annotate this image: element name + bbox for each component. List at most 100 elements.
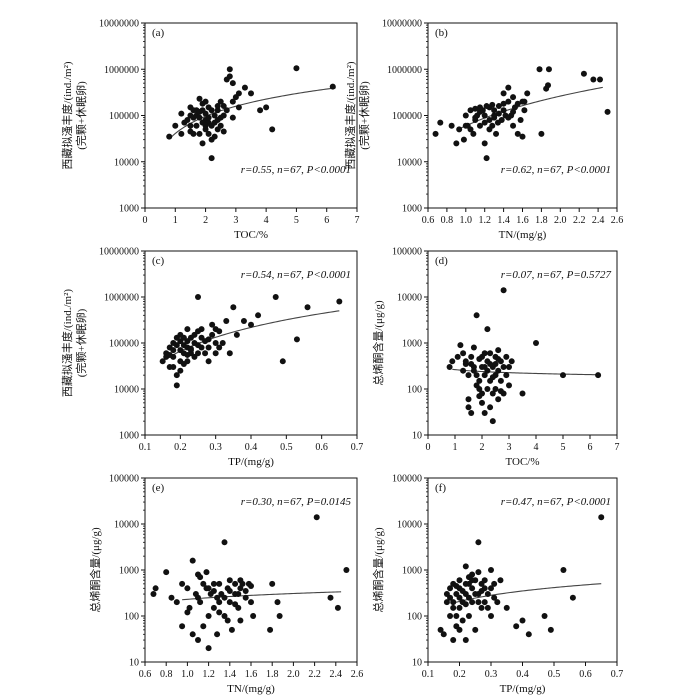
y-tick-label: 10 [129, 658, 139, 669]
stats-n: n=67 [277, 164, 301, 176]
data-point [235, 591, 242, 598]
data-point [476, 393, 483, 400]
data-point [190, 107, 197, 114]
data-point [475, 539, 482, 546]
stats-p: P<0.0001 [306, 269, 351, 281]
data-point [495, 396, 502, 403]
chart-panel-6: 0.1 0.2 0.3 0.4 0.5 0.6 0.7 10 100 1000 10000 10000… [371, 474, 623, 696]
data-point [447, 585, 454, 592]
data-point [221, 539, 228, 546]
data-point [456, 594, 463, 601]
data-point [484, 367, 491, 374]
data-point [469, 571, 476, 578]
data-point [545, 66, 552, 73]
data-point [470, 130, 477, 137]
data-point [242, 594, 249, 601]
x-tick-label: 0.3 [209, 442, 222, 453]
data-point [205, 358, 212, 365]
data-point [226, 587, 233, 594]
data-point [476, 108, 483, 115]
data-point [179, 580, 186, 587]
y-tick-label: 100000 [109, 474, 139, 485]
data-point [210, 580, 217, 587]
data-point [214, 103, 221, 110]
data-point [462, 358, 469, 365]
data-point [456, 577, 463, 584]
stats-annotation: r=0.62, n=67, P<0.0001 [501, 164, 611, 176]
data-point [226, 577, 233, 584]
data-point [500, 287, 507, 294]
chart-panel-5: 0.6 0.8 1.0 1.2 1.4 1.6 1.8 2.0 2.2 2.4 2.6 10 100 10… [88, 474, 363, 696]
data-point [242, 587, 249, 594]
data-point [486, 116, 493, 123]
data-point [202, 338, 209, 345]
data-point [481, 350, 488, 357]
x-tick-label: 6 [588, 442, 593, 453]
data-point [470, 344, 477, 351]
y-axis-label: 总烯酮含量/(μg/g) [88, 527, 102, 613]
chart-panel-4: 0 1 2 3 4 5 6 7 10 100 1000 10000 100000 (d) r=0.07, n… [371, 247, 620, 469]
y-axis-label: 总烯酮含量/(μg/g) [371, 527, 385, 613]
data-point [456, 126, 463, 133]
x-tick-label: 1 [173, 215, 178, 226]
y-tick-label: 100 [407, 612, 422, 623]
data-point [495, 110, 502, 117]
data-point [248, 582, 254, 589]
stats-annotation: r=0.47, n=67, P<0.0001 [501, 496, 611, 508]
data-point [197, 599, 204, 606]
data-point [478, 587, 485, 594]
data-point [199, 107, 206, 114]
plot-frame [427, 22, 618, 209]
data-point [173, 382, 180, 389]
y-tick-label: 1000000 [104, 293, 139, 304]
data-point [489, 390, 496, 397]
panel-label: (b) [435, 27, 448, 39]
data-point [217, 98, 224, 105]
data-point [514, 100, 521, 107]
data-point [495, 103, 502, 110]
data-point [462, 637, 469, 644]
data-point [184, 351, 191, 358]
stats-n: n=67 [277, 269, 301, 281]
y-tick-label: 1000000 [104, 65, 139, 76]
y-tick-label: 1000 [402, 339, 422, 350]
data-point [476, 104, 483, 111]
data-point [178, 110, 185, 117]
data-point [220, 103, 227, 110]
data-point [453, 613, 460, 619]
stats-sep: , [532, 269, 538, 281]
data-point [519, 390, 526, 397]
data-point [163, 569, 170, 576]
x-tick-label: 2.0 [554, 215, 567, 226]
data-point [472, 626, 479, 633]
data-point [492, 360, 499, 367]
data-point [228, 626, 235, 633]
data-point [472, 114, 479, 121]
data-point [186, 604, 193, 611]
data-point [178, 130, 185, 137]
data-point [211, 112, 218, 119]
data-point [223, 107, 230, 114]
data-point [170, 347, 177, 354]
panel-label: (e) [152, 482, 165, 494]
x-tick-label: 1.6 [245, 669, 258, 680]
data-point [205, 114, 212, 121]
data-point [205, 613, 212, 619]
chart-panel-1: 0 1 2 3 4 5 6 7 1000 10000 100000 1000000 10000000 (a… [60, 19, 360, 242]
data-point [519, 617, 526, 624]
x-tick-label: 0.7 [351, 442, 364, 453]
data-point [454, 353, 461, 360]
data-point [448, 122, 455, 129]
data-point [497, 577, 504, 584]
data-point [487, 350, 494, 357]
y-tick-label: 10000 [114, 385, 139, 396]
data-point [241, 84, 248, 91]
x-tick-label: 1.4 [497, 215, 510, 226]
data-point [272, 294, 279, 300]
x-tick-label: 1.0 [181, 669, 194, 680]
stats-n: n=67 [537, 269, 561, 281]
data-point [279, 358, 286, 365]
data-point [449, 358, 456, 365]
data-point [473, 312, 480, 319]
data-point [450, 637, 457, 644]
